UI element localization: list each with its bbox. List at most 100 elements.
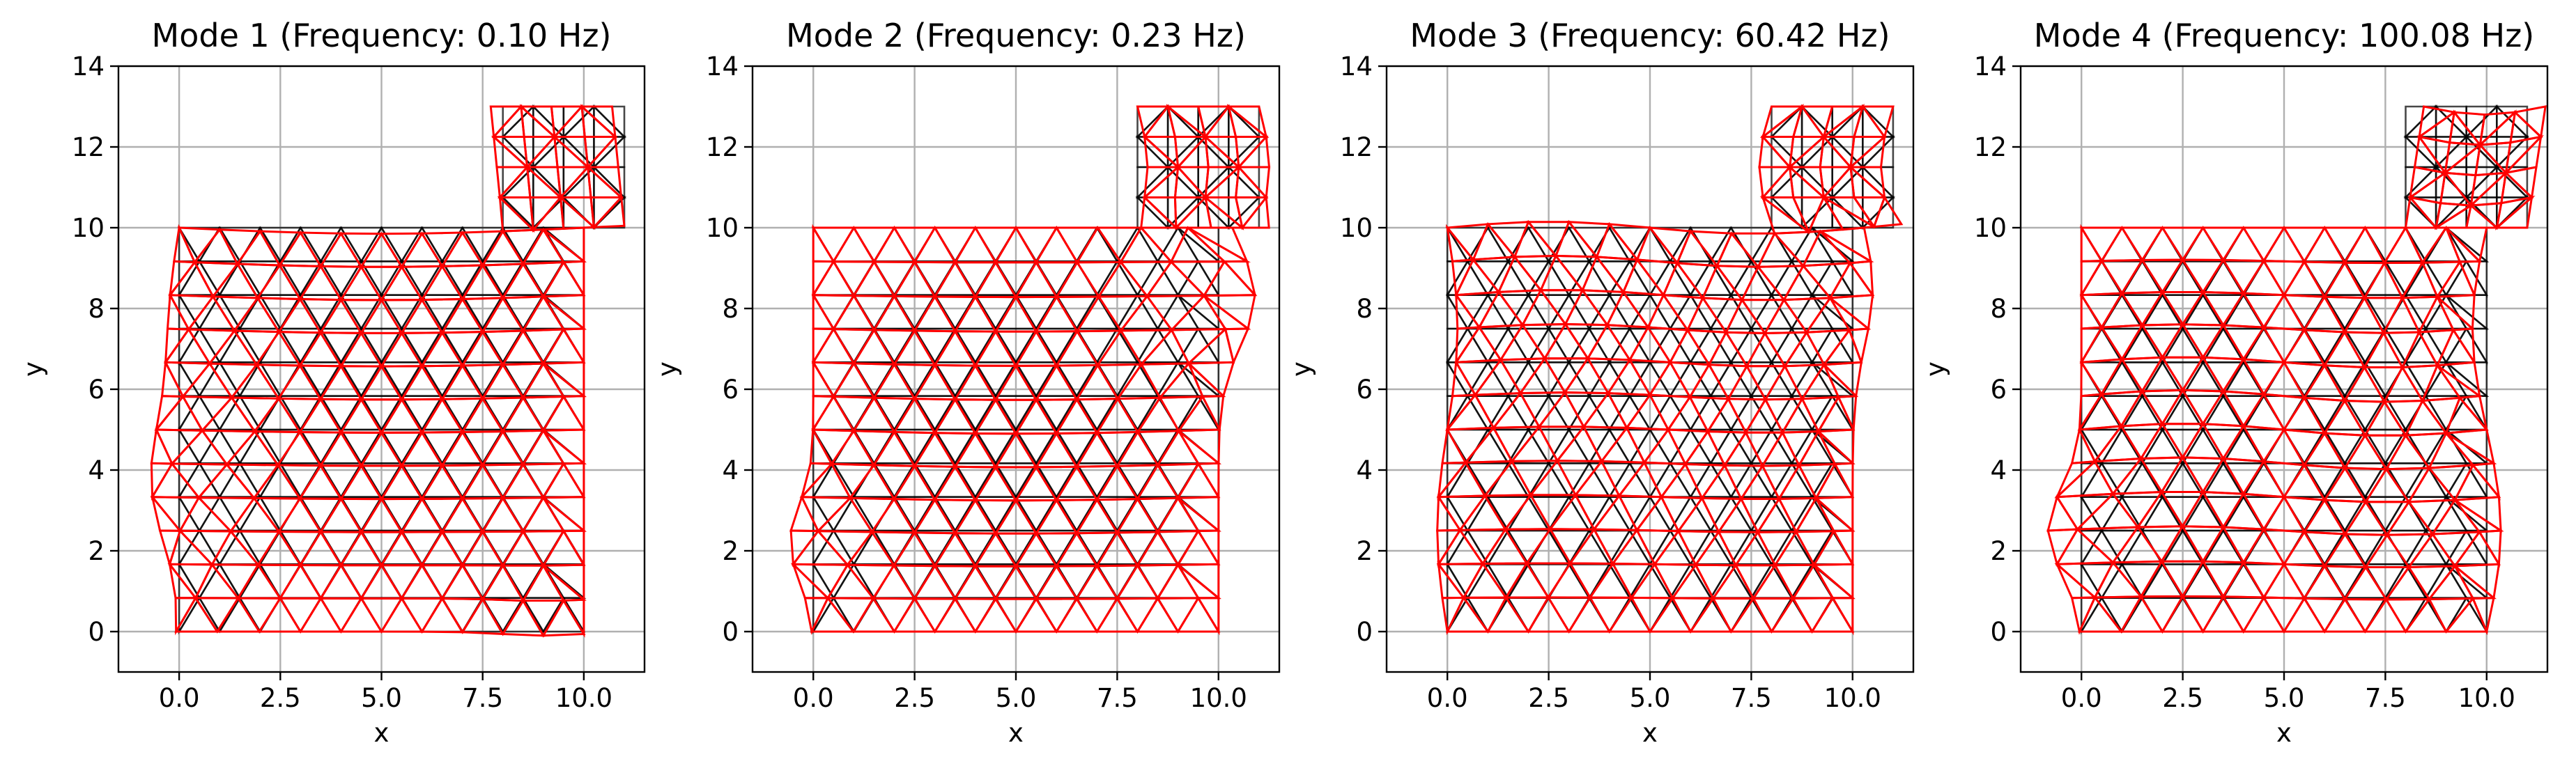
- undeformed-mesh-triangle: [339, 461, 383, 499]
- deformed-mesh-triangle: [521, 563, 566, 602]
- undeformed-mesh-triangle: [279, 495, 323, 532]
- deformed-mesh-triangle: [501, 262, 546, 299]
- deformed-mesh-triangle: [1155, 597, 1201, 634]
- undeformed-mesh-triangle: [339, 428, 383, 465]
- deformed-mesh-triangle: [236, 597, 282, 634]
- undeformed-mesh-triangle: [2181, 562, 2226, 600]
- deformed-mesh-triangle: [1226, 105, 1268, 140]
- deformed-mesh-triangle: [2242, 258, 2286, 297]
- deformed-mesh-triangle: [2322, 260, 2366, 299]
- y-tick-label: 12: [72, 132, 105, 162]
- undeformed-mesh-triangle: [1445, 496, 1490, 533]
- deformed-mesh-triangle: [278, 597, 323, 634]
- undeformed-mesh-triangle: [420, 496, 465, 533]
- deformed-mesh-triangle: [1832, 529, 1854, 569]
- undeformed-mesh-triangle: [1034, 293, 1079, 330]
- undeformed-mesh-triangle: [832, 360, 876, 398]
- undeformed-mesh-triangle: [913, 462, 957, 499]
- deformed-mesh-triangle: [1555, 425, 1604, 462]
- undeformed-mesh-triangle: [872, 293, 916, 330]
- undeformed-mesh-triangle: [177, 259, 222, 297]
- undeformed-mesh-triangle: [2242, 394, 2286, 431]
- undeformed-mesh-triangle: [1054, 259, 1099, 297]
- deformed-mesh-triangle: [2078, 595, 2124, 633]
- deformed-mesh-triangle: [1546, 596, 1592, 634]
- deformed-mesh-triangle: [497, 196, 535, 233]
- undeformed-mesh-triangle: [319, 495, 363, 532]
- undeformed-mesh-triangle: [1156, 260, 1200, 297]
- undeformed-mesh-triangle: [872, 428, 916, 464]
- undeformed-mesh-triangle: [1176, 596, 1221, 633]
- deformed-mesh-triangle: [831, 361, 877, 399]
- deformed-mesh-triangle: [501, 228, 546, 266]
- deformed-mesh-triangle: [1504, 596, 1550, 634]
- undeformed-mesh-triangle: [2322, 596, 2367, 633]
- undeformed-mesh-triangle: [811, 394, 856, 431]
- deformed-mesh-triangle: [236, 563, 282, 600]
- x-tick-label: 5.0: [361, 683, 402, 713]
- undeformed-mesh-triangle: [561, 136, 595, 170]
- undeformed-mesh-triangle: [177, 361, 222, 398]
- undeformed-mesh-triangle: [973, 496, 1018, 533]
- y-tick-label: 6: [722, 375, 739, 405]
- deformed-mesh-triangle: [973, 499, 1018, 535]
- undeformed-mesh-triangle: [1770, 529, 1814, 565]
- undeformed-mesh-triangle: [2242, 563, 2286, 600]
- undeformed-mesh-triangle: [1116, 462, 1159, 499]
- deformed-mesh-triangle: [2099, 324, 2145, 361]
- deformed-mesh-triangle: [521, 462, 566, 500]
- deformed-mesh-triangle: [521, 328, 566, 366]
- deformed-mesh-triangle: [1034, 498, 1079, 535]
- deformed-mesh-triangle: [521, 361, 566, 399]
- deformed-mesh-triangle: [562, 529, 585, 569]
- deformed-mesh-triangle: [2140, 226, 2185, 262]
- undeformed-mesh-triangle: [380, 428, 424, 465]
- undeformed-mesh-triangle: [2181, 260, 2226, 297]
- deformed-mesh-triangle: [1136, 430, 1181, 467]
- deformed-mesh-triangle: [1155, 563, 1201, 600]
- undeformed-mesh-triangle: [1587, 395, 1632, 432]
- undeformed-mesh-triangle: [1014, 496, 1058, 533]
- undeformed-mesh-triangle: [1136, 563, 1180, 600]
- deformed-mesh-triangle: [339, 530, 384, 567]
- y-tick-label: 10: [1340, 213, 1373, 243]
- deformed-mesh-triangle: [912, 260, 957, 299]
- deformed-mesh-triangle: [1074, 563, 1120, 600]
- undeformed-mesh-triangle: [1197, 166, 1231, 200]
- undeformed-mesh-triangle: [1136, 428, 1180, 465]
- deformed-mesh-triangle: [229, 530, 281, 567]
- undeformed-mesh-triangle: [420, 563, 464, 600]
- deformed-mesh-triangle: [277, 530, 323, 568]
- deformed-mesh-triangle: [1586, 322, 1632, 361]
- undeformed-mesh-triangle: [933, 563, 978, 600]
- deformed-mesh-triangle: [1034, 295, 1079, 333]
- deformed-mesh-triangle: [2180, 258, 2226, 295]
- deformed-mesh-triangle: [229, 396, 281, 434]
- deformed-mesh-triangle: [419, 596, 465, 634]
- undeformed-mesh-triangle: [197, 293, 242, 330]
- deformed-mesh-triangle: [933, 464, 978, 501]
- undeformed-mesh-triangle: [501, 327, 546, 363]
- undeformed-mesh-triangle: [2302, 260, 2347, 297]
- deformed-mesh-triangle: [1097, 295, 1150, 333]
- undeformed-mesh-triangle: [521, 462, 566, 499]
- deformed-mesh-triangle: [501, 529, 546, 567]
- undeformed-mesh-triangle: [1156, 462, 1200, 499]
- deformed-mesh-triangle: [1074, 363, 1120, 401]
- undeformed-mesh-triangle: [217, 394, 262, 431]
- undeformed-mesh-triangle: [1486, 394, 1530, 431]
- deformed-mesh-triangle: [585, 166, 623, 201]
- deformed-mesh-triangle: [2092, 595, 2143, 634]
- x-tick-label: 5.0: [2264, 683, 2305, 713]
- deformed-mesh-triangle: [1196, 597, 1220, 636]
- undeformed-mesh-triangle: [872, 529, 916, 566]
- deformed-mesh-triangle: [811, 361, 856, 399]
- undeformed-mesh-triangle: [2242, 226, 2286, 263]
- undeformed-mesh-triangle: [933, 428, 978, 465]
- undeformed-mesh-triangle: [1587, 293, 1632, 330]
- deformed-mesh-triangle: [2343, 565, 2389, 601]
- undeformed-mesh-triangle: [2424, 293, 2469, 330]
- deformed-mesh-triangle: [200, 429, 257, 467]
- deformed-mesh-triangle: [1769, 596, 1814, 633]
- undeformed-mesh-triangle: [400, 529, 444, 566]
